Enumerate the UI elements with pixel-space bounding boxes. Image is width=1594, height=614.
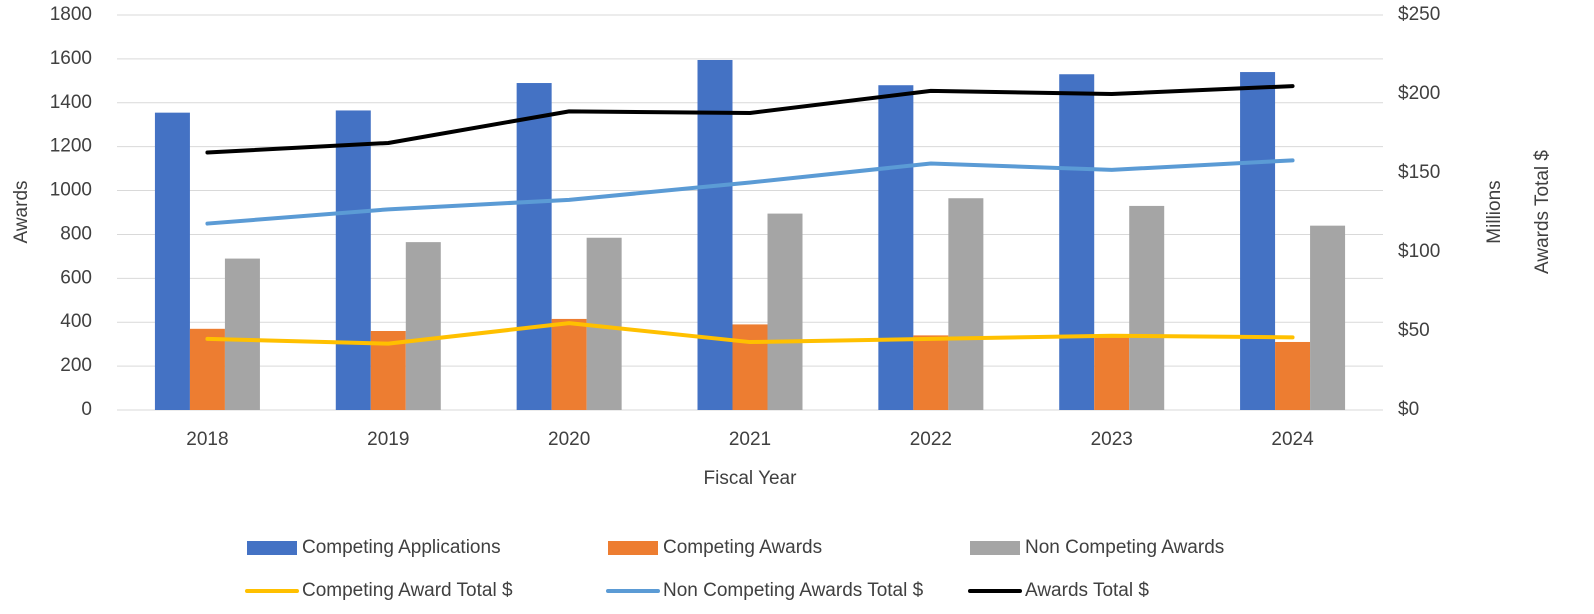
- bar: [948, 198, 984, 410]
- y-tick-label: 1600: [50, 48, 92, 69]
- y-tick-label: 400: [60, 311, 92, 332]
- legend-swatch: [970, 541, 1020, 555]
- legend-label: Competing Applications: [302, 537, 501, 558]
- y-tick-label: 1800: [50, 4, 92, 25]
- legend-label: Non Competing Awards Total $: [663, 580, 924, 601]
- bar: [551, 318, 587, 410]
- bar: [405, 242, 441, 410]
- line-series: [205, 321, 1295, 346]
- bar: [697, 59, 733, 410]
- x-axis-title: Fiscal Year: [704, 468, 798, 489]
- legend-swatch: [247, 541, 297, 555]
- bar: [224, 258, 260, 410]
- y-tick-label: 0: [81, 399, 92, 420]
- bar: [767, 213, 803, 410]
- x-tick-label: 2022: [910, 429, 952, 450]
- y2-tick-label: $0: [1398, 399, 1419, 420]
- x-tick-label: 2018: [186, 429, 228, 450]
- x-tick-label: 2019: [367, 429, 409, 450]
- y-tick-label: 200: [60, 355, 92, 376]
- y-tick-label: 800: [60, 223, 92, 244]
- bar: [732, 324, 768, 410]
- x-tick-label: 2020: [548, 429, 590, 450]
- bar: [154, 112, 190, 411]
- line-series: [205, 158, 1295, 226]
- y-tick-label: 1000: [50, 180, 92, 201]
- y2-tick-label: $250: [1398, 4, 1440, 25]
- bar: [189, 328, 225, 410]
- y2-tick-label: $100: [1398, 241, 1440, 262]
- bar: [335, 110, 371, 410]
- bar: [1240, 72, 1276, 411]
- y-tick-label: 1200: [50, 136, 92, 157]
- y2-tick-label: $50: [1398, 320, 1430, 341]
- bar: [516, 83, 552, 411]
- bar: [878, 85, 914, 410]
- x-tick-label: 2021: [729, 429, 771, 450]
- legend-swatch: [608, 541, 658, 555]
- y2-display-units: Millions: [1484, 180, 1505, 243]
- legend-label: Awards Total $: [1025, 580, 1149, 601]
- bar: [1129, 205, 1165, 410]
- line-series: [205, 84, 1295, 155]
- legend-label: Non Competing Awards: [1025, 537, 1224, 558]
- bar: [1275, 341, 1311, 410]
- y-tick-label: 1400: [50, 92, 92, 113]
- y-tick-label: 600: [60, 267, 92, 288]
- legend-label: Competing Award Total $: [302, 580, 513, 601]
- y2-tick-label: $150: [1398, 162, 1440, 183]
- bar: [1310, 225, 1346, 410]
- y-axis-title: Awards: [11, 180, 32, 243]
- bar: [1059, 74, 1095, 410]
- legend-label: Competing Awards: [663, 537, 822, 558]
- y2-tick-label: $200: [1398, 83, 1440, 104]
- bar: [1094, 337, 1130, 410]
- bar: [913, 335, 949, 410]
- x-tick-label: 2024: [1271, 429, 1314, 450]
- y2-axis-title: Awards Total $: [1532, 150, 1553, 274]
- x-tick-label: 2023: [1091, 429, 1133, 450]
